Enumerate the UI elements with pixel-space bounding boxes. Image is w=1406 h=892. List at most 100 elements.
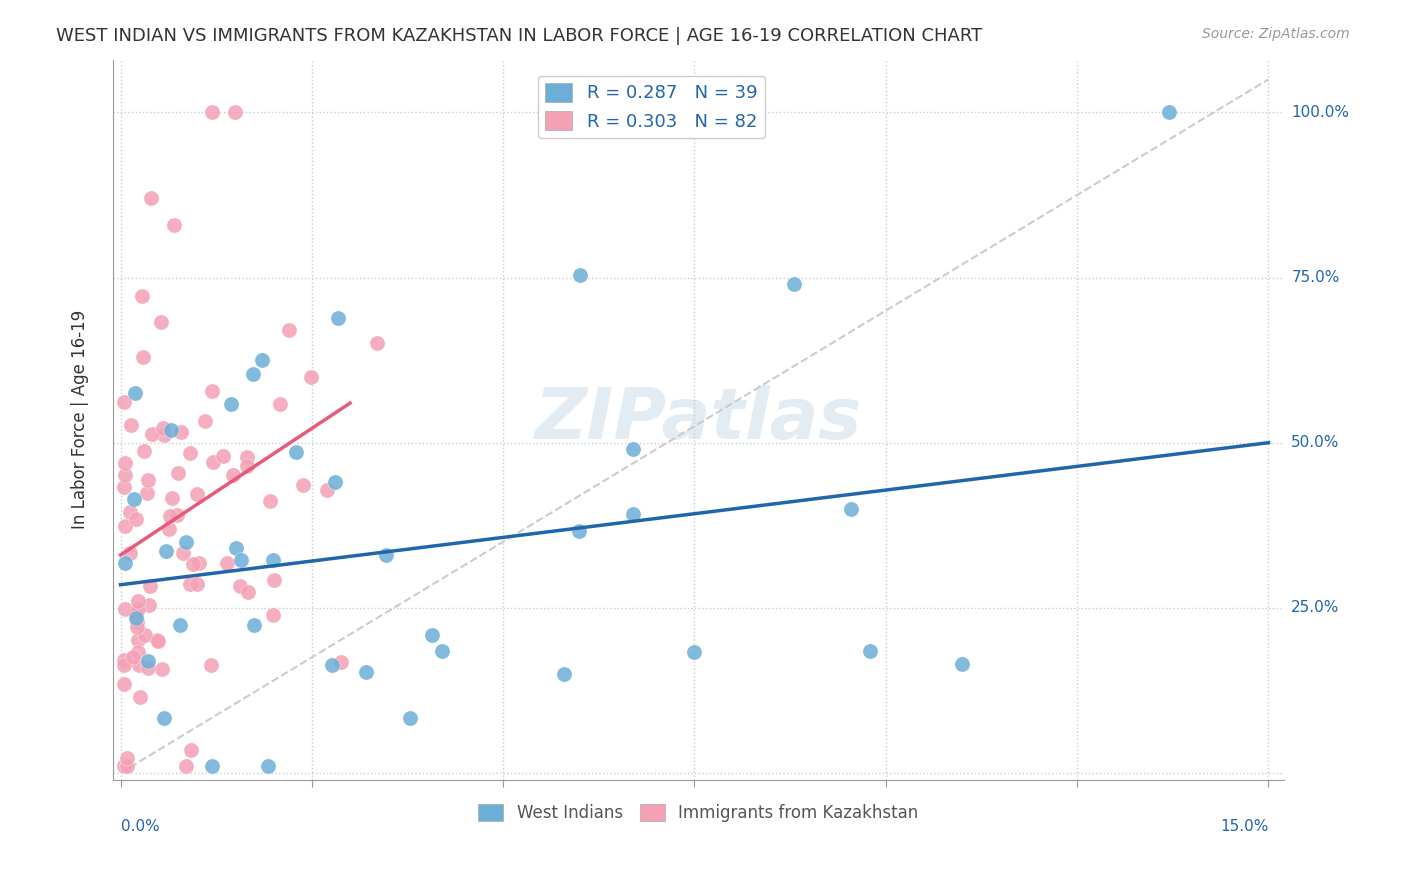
Text: 50.0%: 50.0%	[1291, 435, 1340, 450]
Point	[132, 350, 155, 364]
Point	[225, 541, 247, 555]
Point	[180, 743, 202, 757]
Point	[568, 524, 591, 538]
Point	[146, 632, 169, 647]
Point	[242, 618, 264, 632]
Point	[263, 573, 285, 587]
Point	[187, 557, 209, 571]
Point	[157, 522, 180, 536]
Point	[136, 473, 159, 487]
Point	[783, 277, 806, 292]
Point	[136, 654, 159, 668]
Point	[131, 289, 153, 303]
Point	[114, 601, 136, 615]
Point	[224, 105, 246, 120]
Point	[159, 423, 181, 437]
Point	[950, 657, 973, 671]
Text: Source: ZipAtlas.com: Source: ZipAtlas.com	[1202, 27, 1350, 41]
Point	[299, 369, 322, 384]
Point	[167, 466, 190, 480]
Point	[186, 577, 208, 591]
Point	[621, 508, 644, 522]
Point	[112, 480, 135, 494]
Point	[139, 191, 162, 205]
Point	[149, 315, 172, 329]
Point	[269, 397, 291, 411]
Point	[236, 585, 259, 599]
Point	[242, 367, 264, 381]
Point	[127, 602, 149, 616]
Point	[112, 653, 135, 667]
Point	[163, 218, 186, 232]
Point	[326, 310, 349, 325]
Point	[683, 645, 706, 659]
Point	[1157, 105, 1180, 120]
Point	[179, 577, 201, 591]
Point	[124, 606, 146, 620]
Point	[186, 487, 208, 501]
Point	[127, 615, 149, 630]
Point	[569, 268, 592, 283]
Point	[356, 665, 378, 679]
Point	[174, 535, 197, 549]
Point	[259, 494, 281, 508]
Point	[257, 759, 280, 773]
Point	[146, 634, 169, 648]
Point	[221, 468, 243, 483]
Point	[553, 666, 575, 681]
Point	[321, 658, 343, 673]
Point	[236, 450, 259, 464]
Point	[152, 421, 174, 435]
Point	[366, 336, 388, 351]
Point	[114, 556, 136, 570]
Point	[179, 446, 201, 460]
Point	[235, 459, 257, 474]
Point	[153, 711, 176, 725]
Point	[399, 710, 422, 724]
Point	[181, 557, 204, 571]
Text: ZIPatlas: ZIPatlas	[534, 385, 862, 454]
Point	[122, 649, 145, 664]
Point	[277, 323, 299, 337]
Point	[141, 426, 163, 441]
Text: 25.0%: 25.0%	[1291, 600, 1340, 615]
Point	[128, 657, 150, 672]
Text: 75.0%: 75.0%	[1291, 270, 1340, 285]
Point	[228, 579, 250, 593]
Point	[114, 456, 136, 470]
Point	[200, 657, 222, 672]
Point	[153, 428, 176, 442]
Point	[859, 644, 882, 658]
Point	[170, 425, 193, 439]
Point	[118, 546, 141, 560]
Point	[112, 394, 135, 409]
Point	[114, 467, 136, 482]
Text: 0.0%: 0.0%	[121, 819, 159, 834]
Point	[124, 386, 146, 401]
Point	[262, 607, 284, 622]
Point	[329, 655, 352, 669]
Point	[839, 501, 862, 516]
Point	[291, 478, 314, 492]
Point	[112, 759, 135, 773]
Point	[420, 628, 443, 642]
Point	[159, 509, 181, 524]
Point	[193, 414, 215, 428]
Point	[166, 508, 188, 522]
Point	[117, 751, 139, 765]
Point	[112, 676, 135, 690]
Point	[285, 445, 308, 459]
Point	[316, 483, 339, 497]
Point	[169, 618, 191, 632]
Point	[215, 556, 238, 570]
Point	[138, 579, 160, 593]
Text: WEST INDIAN VS IMMIGRANTS FROM KAZAKHSTAN IN LABOR FORCE | AGE 16-19 CORRELATION: WEST INDIAN VS IMMIGRANTS FROM KAZAKHSTA…	[56, 27, 983, 45]
Point	[115, 759, 138, 773]
Point	[120, 505, 142, 519]
Point	[172, 546, 194, 560]
Point	[134, 628, 156, 642]
Point	[138, 598, 160, 612]
Point	[120, 418, 142, 433]
Point	[231, 553, 253, 567]
Point	[174, 759, 197, 773]
